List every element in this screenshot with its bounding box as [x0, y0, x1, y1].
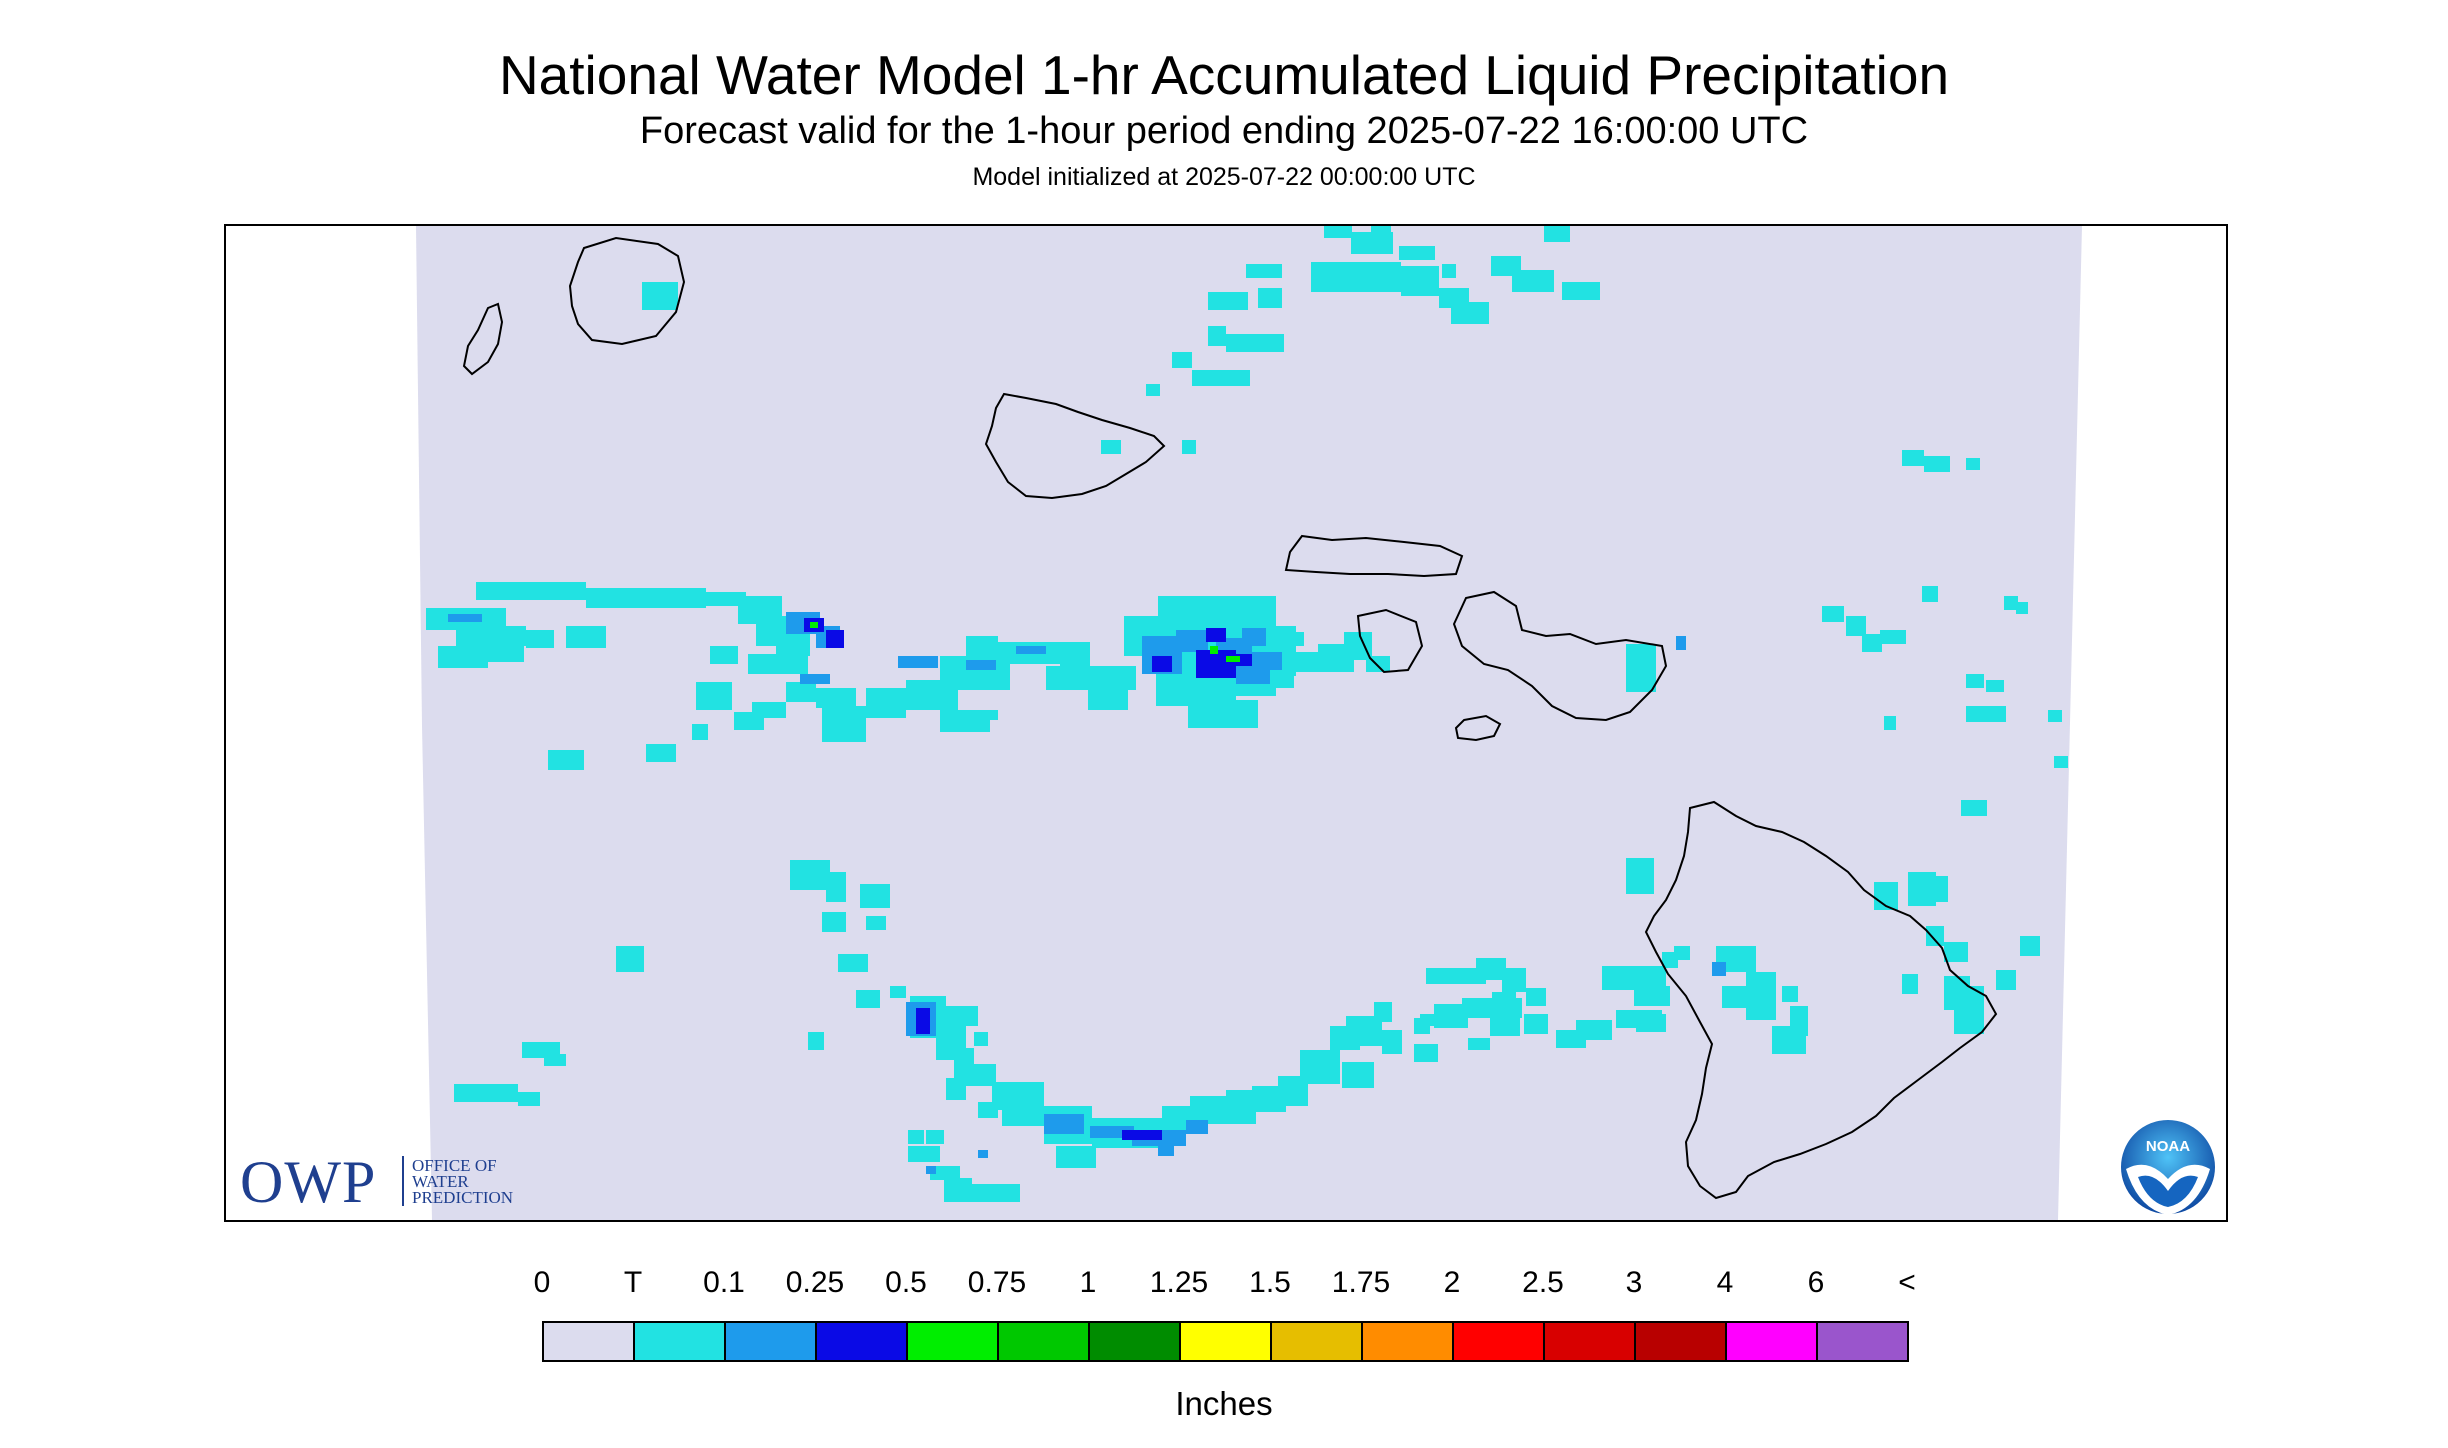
precip-dark-blue-cells: [804, 618, 1252, 1140]
island-kahoolawe: [1454, 714, 1502, 742]
island-molokai: [1284, 534, 1464, 578]
legend-label: <: [1898, 1266, 1916, 1299]
legend-swatch: [1454, 1321, 1545, 1362]
owp-logo-line3: PREDICTION: [412, 1188, 514, 1207]
map-svg: [416, 226, 2082, 1220]
island-lanai: [1356, 608, 1424, 674]
noaa-logo-text: NOAA: [2146, 1138, 2190, 1155]
legend-label: 0.75: [967, 1266, 1027, 1299]
model-init-text: Model initialized at 2025-07-22 00:00:00…: [972, 163, 1476, 191]
legend-swatch: [726, 1321, 817, 1362]
chart-title: National Water Model 1-hr Accumulated Li…: [498, 44, 1950, 106]
owp-logo-line2: WATER: [412, 1172, 469, 1191]
island-niihau: [462, 302, 504, 376]
legend-swatch: [908, 1321, 999, 1362]
precipitation-map: [224, 224, 2228, 1222]
legend-units-label: Inches: [1175, 1385, 1273, 1422]
legend-label: 1.75: [1331, 1266, 1391, 1299]
coastlines: [462, 236, 1998, 1200]
legend-label: 2: [1443, 1266, 1461, 1299]
legend-swatch: [1727, 1321, 1818, 1362]
legend-label: 0.25: [785, 1266, 845, 1299]
island-oahu: [984, 392, 1166, 500]
legend-label: T: [623, 1266, 643, 1299]
legend-label: 0: [533, 1266, 551, 1299]
noaa-logo: NOAA: [2118, 1117, 2218, 1217]
legend-swatch: [1363, 1321, 1454, 1362]
noaa-logo-icon: NOAA: [2119, 1118, 2217, 1216]
legend-label: 2.5: [1522, 1266, 1564, 1299]
owp-logo-text: OFFICE OF WATER PREDICTION: [412, 1156, 514, 1207]
island-kauai: [568, 236, 686, 346]
legend-label: 3: [1625, 1266, 1643, 1299]
precip-green-cells: [810, 622, 1240, 662]
legend-swatch: [544, 1321, 635, 1362]
legend-swatch: [1636, 1321, 1727, 1362]
owp-logo-divider: [402, 1156, 404, 1206]
owp-logo-line1: OFFICE OF: [412, 1156, 497, 1175]
legend-label: 6: [1807, 1266, 1825, 1299]
legend-swatch: [1545, 1321, 1636, 1362]
legend-label: 0.1: [703, 1266, 745, 1299]
legend-swatch: [635, 1321, 726, 1362]
legend-swatch: [1272, 1321, 1363, 1362]
color-legend: 0 T 0.1 0.25 0.5 0.75 1 1.25 1.5 1.75 2 …: [534, 1265, 1916, 1365]
precip-trace-cells: [426, 226, 2068, 1202]
island-hawaii: [1644, 800, 1998, 1200]
legend-label: 4: [1716, 1266, 1734, 1299]
legend-swatch: [817, 1321, 908, 1362]
legend-label: 1.25: [1149, 1266, 1209, 1299]
island-maui: [1452, 590, 1668, 722]
chart-subtitle: Forecast valid for the 1-hour period end…: [639, 110, 1809, 152]
owp-logo-letters: OWP: [240, 1149, 377, 1215]
legend-label: 1: [1079, 1266, 1097, 1299]
legend-label: 1.5: [1249, 1266, 1291, 1299]
legend-color-bar: [542, 1321, 1909, 1362]
legend-swatch: [1181, 1321, 1272, 1362]
legend-label: 0.5: [885, 1266, 927, 1299]
legend-swatch: [999, 1321, 1090, 1362]
owp-logo: OWP OFFICE OF WATER PREDICTION: [240, 1149, 560, 1215]
legend-swatch: [1818, 1321, 1909, 1362]
legend-swatch: [1090, 1321, 1181, 1362]
